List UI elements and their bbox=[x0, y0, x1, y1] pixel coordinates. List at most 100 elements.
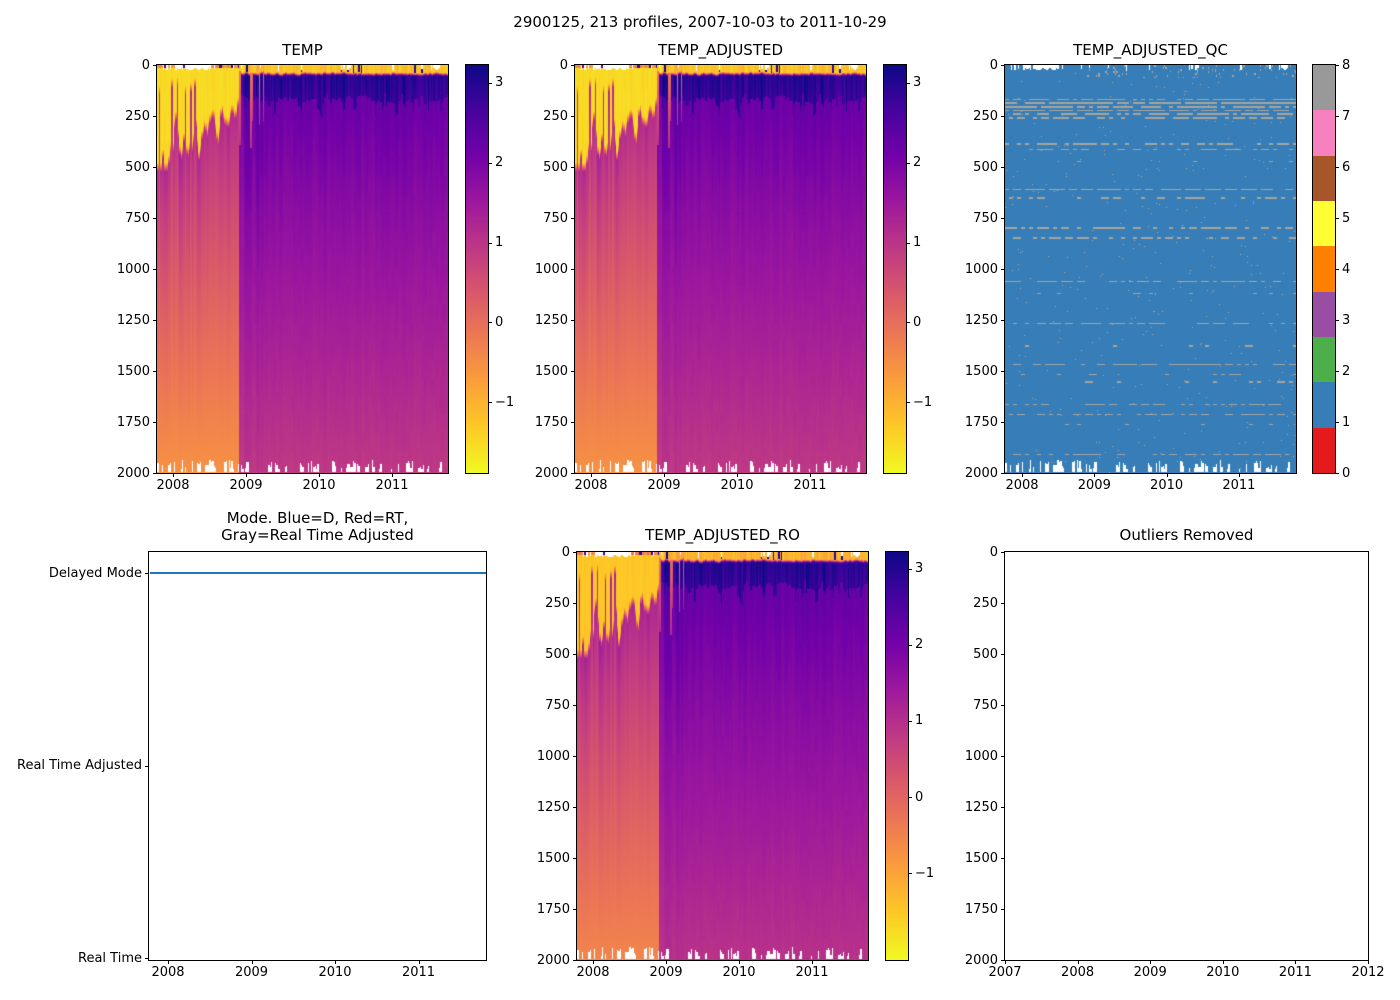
temp-x-tick-label: 2011 bbox=[375, 478, 409, 493]
temp-x-tick bbox=[392, 473, 393, 477]
temp-adjusted-y-tick-label: 500 bbox=[543, 159, 568, 175]
temp-adjusted-qc-cb-tick bbox=[1335, 218, 1339, 219]
temp-title: TEMP bbox=[282, 41, 323, 59]
temp-adjusted-ro-title: TEMP_ADJUSTED_RO bbox=[645, 526, 800, 544]
temp-adjusted-ro-y-tick bbox=[573, 858, 577, 859]
outliers-x-tick-label: 2011 bbox=[1278, 965, 1312, 980]
temp-adjusted-ro-y-tick bbox=[573, 756, 577, 757]
temp-adjusted-ro-cb-tick-label: 1 bbox=[915, 713, 924, 729]
temp-adjusted-ro-y-tick-label: 1250 bbox=[536, 799, 570, 815]
temp-adjusted-qc-cb-tick bbox=[1335, 116, 1339, 117]
outliers-y-tick bbox=[1001, 705, 1005, 706]
outliers-y-tick bbox=[1001, 807, 1005, 808]
temp-adjusted-ro-cb-tick bbox=[908, 720, 912, 722]
temp-adjusted-y-tick bbox=[571, 269, 575, 270]
temp-cb-tick-label: −1 bbox=[495, 394, 515, 410]
temp-adjusted-x-tick bbox=[664, 473, 665, 477]
temp-adjusted-qc-cb-tick-label: 7 bbox=[1342, 108, 1351, 124]
temp-adjusted-qc-y-tick-label: 750 bbox=[973, 210, 998, 226]
temp-y-tick-label: 1500 bbox=[116, 363, 150, 379]
temp-y-tick bbox=[153, 116, 157, 117]
temp-cb-tick bbox=[488, 162, 492, 164]
temp-y-tick bbox=[153, 320, 157, 321]
temp-adjusted-y-tick bbox=[571, 218, 575, 219]
temp-x-tick-label: 2010 bbox=[302, 478, 336, 493]
temp-adjusted-ro-y-tick-label: 1500 bbox=[536, 850, 570, 866]
outliers-y-tick-label: 0 bbox=[989, 544, 998, 560]
temp-adjusted-ro-x-tick bbox=[593, 960, 594, 964]
temp-adjusted-qc-y-tick-label: 2000 bbox=[964, 465, 998, 481]
temp-adjusted-qc-y-tick bbox=[1001, 473, 1005, 474]
outliers-y-tick bbox=[1001, 552, 1005, 553]
temp-adjusted-ro-y-tick-label: 2000 bbox=[536, 952, 570, 968]
temp-adjusted-qc-x-tick bbox=[1238, 473, 1240, 477]
outliers-x-tick-label: 2007 bbox=[988, 965, 1022, 980]
temp-y-tick-label: 2000 bbox=[116, 465, 150, 481]
temp-cb-tick bbox=[488, 82, 492, 84]
temp-adjusted-ro-y-tick bbox=[573, 552, 577, 553]
temp-adjusted-heatmap bbox=[575, 65, 866, 473]
outliers-y-tick bbox=[1001, 909, 1005, 910]
temp-adjusted-ro-y-tick bbox=[573, 705, 577, 706]
mode-x-tick-label: 2009 bbox=[234, 965, 269, 980]
temp-adjusted-qc-y-tick-label: 0 bbox=[989, 57, 998, 73]
outliers-y-tick-label: 750 bbox=[973, 697, 998, 713]
mode-x-tick bbox=[418, 960, 420, 964]
temp-adjusted-ro-y-tick bbox=[573, 603, 577, 604]
temp-y-tick bbox=[153, 473, 157, 474]
temp-heatmap bbox=[157, 65, 448, 473]
temp-y-tick-label: 1000 bbox=[116, 261, 150, 277]
outliers-x-tick-label: 2010 bbox=[1206, 965, 1240, 980]
mode-title: Mode. Blue=D, Red=RT, Gray=Real Time Adj… bbox=[149, 510, 486, 544]
temp-adjusted-y-tick-label: 0 bbox=[559, 57, 568, 73]
outliers-y-tick-label: 2000 bbox=[964, 952, 998, 968]
temp-adjusted-cb-tick-label: 3 bbox=[913, 75, 922, 91]
temp-x-tick-label: 2008 bbox=[156, 478, 190, 493]
temp-adjusted-x-tick bbox=[591, 473, 592, 477]
mode-title-line1: Mode. Blue=D, Red=RT, bbox=[226, 509, 409, 527]
mode-y-tick bbox=[145, 958, 149, 959]
temp-adjusted-qc-heatmap bbox=[1005, 65, 1296, 473]
outliers-y-tick bbox=[1001, 654, 1005, 655]
temp-adjusted-qc-cb-tick bbox=[1335, 371, 1339, 372]
temp-adjusted-ro-x-tick-label: 2011 bbox=[795, 965, 829, 980]
temp-adjusted-y-tick-label: 1750 bbox=[534, 414, 568, 430]
qc-colorbar-cell-flag-6 bbox=[1313, 155, 1335, 202]
mode-title-line2: Gray=Real Time Adjusted bbox=[221, 526, 414, 544]
temp-adjusted-qc-x-tick bbox=[1166, 473, 1168, 477]
temp-adjusted-ro-cb-tick-label: 0 bbox=[915, 789, 924, 805]
outliers-y-tick bbox=[1001, 603, 1005, 604]
temp-adjusted-y-tick-label: 2000 bbox=[534, 465, 568, 481]
temp-adjusted-y-tick bbox=[571, 371, 575, 372]
temp-adjusted-qc-y-tick bbox=[1001, 269, 1005, 270]
temp-x-tick-label: 2009 bbox=[229, 478, 263, 493]
temp-y-tick-label: 1250 bbox=[116, 312, 150, 328]
temp-y-tick bbox=[153, 218, 157, 219]
outliers-y-tick-label: 500 bbox=[973, 646, 998, 662]
temp-adjusted-x-tick bbox=[737, 473, 738, 477]
mode-x-tick bbox=[335, 960, 336, 964]
outliers-y-tick-label: 1500 bbox=[964, 850, 998, 866]
qc-colorbar-cell-flag-3 bbox=[1313, 291, 1335, 338]
outliers-y-tick-label: 1750 bbox=[964, 901, 998, 917]
mode-y-tick-label: Real Time Adjusted bbox=[17, 758, 142, 773]
outliers-x-tick bbox=[1295, 960, 1297, 964]
outliers-x-tick bbox=[1077, 960, 1079, 964]
temp-adjusted-x-tick bbox=[810, 473, 811, 477]
temp-adjusted-ro-y-tick-label: 250 bbox=[545, 595, 570, 611]
temp-adjusted-ro-y-tick bbox=[573, 909, 577, 910]
qc-colorbar-cell-flag-8 bbox=[1313, 65, 1335, 111]
temp-adjusted-qc-cb-tick-label: 4 bbox=[1342, 261, 1351, 277]
temp-adjusted-y-tick-label: 1250 bbox=[534, 312, 568, 328]
outliers-x-tick-label: 2012 bbox=[1351, 965, 1385, 980]
temp-adjusted-ro-y-tick bbox=[573, 807, 577, 808]
temp-adjusted-y-tick-label: 1000 bbox=[534, 261, 568, 277]
temp-adjusted-ro-y-tick-label: 0 bbox=[561, 544, 570, 560]
temp-adjusted-ro-y-tick-label: 1000 bbox=[536, 748, 570, 764]
temp-adjusted-ro-cb-tick-label: 3 bbox=[915, 561, 924, 577]
temp-adjusted-colorbar bbox=[884, 65, 906, 473]
temp-adjusted-qc-x-tick bbox=[1094, 473, 1096, 477]
temp-adjusted-qc-cb-tick bbox=[1335, 65, 1339, 66]
temp-adjusted-ro-cb-tick bbox=[908, 797, 912, 798]
temp-y-tick bbox=[153, 371, 157, 372]
